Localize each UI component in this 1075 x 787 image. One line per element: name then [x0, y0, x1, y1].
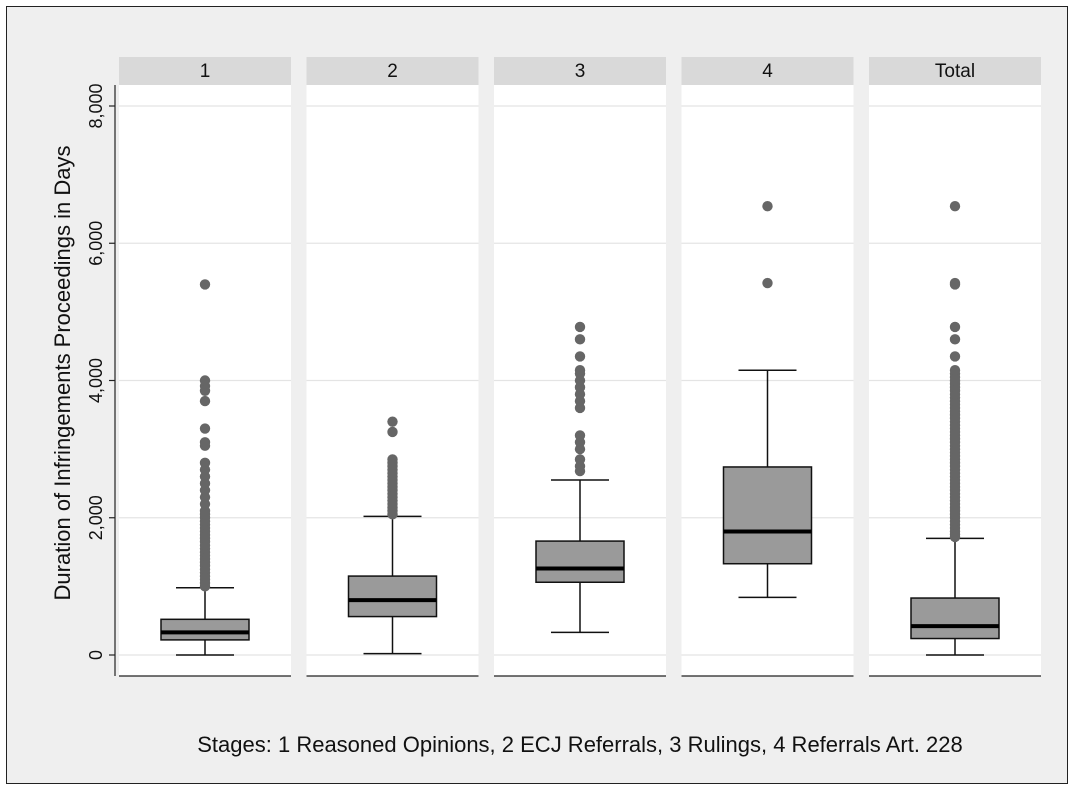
panel-strip-label: 3	[575, 61, 586, 82]
y-axis-title: Duration of Infringements Proceedings in…	[50, 146, 75, 601]
panels: 1 2 3 4 Total	[119, 57, 1041, 677]
outlier-point	[949, 200, 961, 212]
panel-strip	[681, 57, 854, 85]
outlier-point	[949, 277, 961, 289]
outlier-point	[949, 334, 961, 345]
y-tick-label: 6,000	[86, 221, 106, 266]
panel-1: 1	[119, 57, 291, 677]
outlier-point	[574, 454, 586, 465]
outlier-point	[199, 437, 211, 448]
panel-2: 2	[306, 57, 479, 677]
panel-strip	[119, 57, 291, 85]
y-axis: 0 2,000 4,000 6,000 8,000	[86, 83, 116, 676]
chart-note: Stages: 1 Reasoned Opinions, 2 ECJ Refer…	[197, 732, 963, 757]
outlier-point	[387, 426, 398, 438]
panel-strip-label: 1	[200, 61, 211, 82]
panel-total: Total	[869, 57, 1041, 677]
panel-4: 4	[681, 57, 854, 677]
panel-strip	[494, 57, 666, 85]
outlier-point	[199, 375, 211, 386]
outlier-point	[199, 457, 211, 469]
outlier-point	[574, 365, 586, 376]
outlier-point	[387, 416, 398, 427]
outlier-point	[949, 351, 961, 362]
outlier-point	[574, 351, 586, 362]
iqr-box	[160, 618, 250, 641]
iqr-box	[347, 575, 438, 618]
outlier-point	[574, 321, 586, 333]
panel-strip-label: Total	[935, 61, 975, 82]
y-tick-label: 0	[86, 650, 106, 660]
y-tick-label: 8,000	[86, 83, 106, 128]
outlier-point	[949, 365, 961, 376]
outlier-point	[574, 430, 586, 441]
outlier-point	[199, 395, 211, 407]
panel-strip	[869, 57, 1041, 85]
outlier-point	[949, 321, 961, 333]
outlier-point	[762, 200, 773, 212]
iqr-box	[535, 540, 625, 584]
panel-3: 3	[494, 57, 666, 677]
y-tick-label: 2,000	[86, 495, 106, 540]
panel-strip-label: 2	[387, 61, 398, 82]
panel-strip-label: 4	[762, 61, 773, 82]
iqr-box	[910, 597, 1000, 640]
outlier-point	[574, 334, 586, 345]
outlier-point	[387, 454, 398, 465]
outlier-point	[199, 279, 211, 290]
iqr-box	[722, 466, 813, 565]
outlier-point	[762, 277, 773, 289]
panel-strip	[306, 57, 479, 85]
outlier-point	[199, 423, 211, 434]
y-tick-label: 4,000	[86, 358, 106, 403]
